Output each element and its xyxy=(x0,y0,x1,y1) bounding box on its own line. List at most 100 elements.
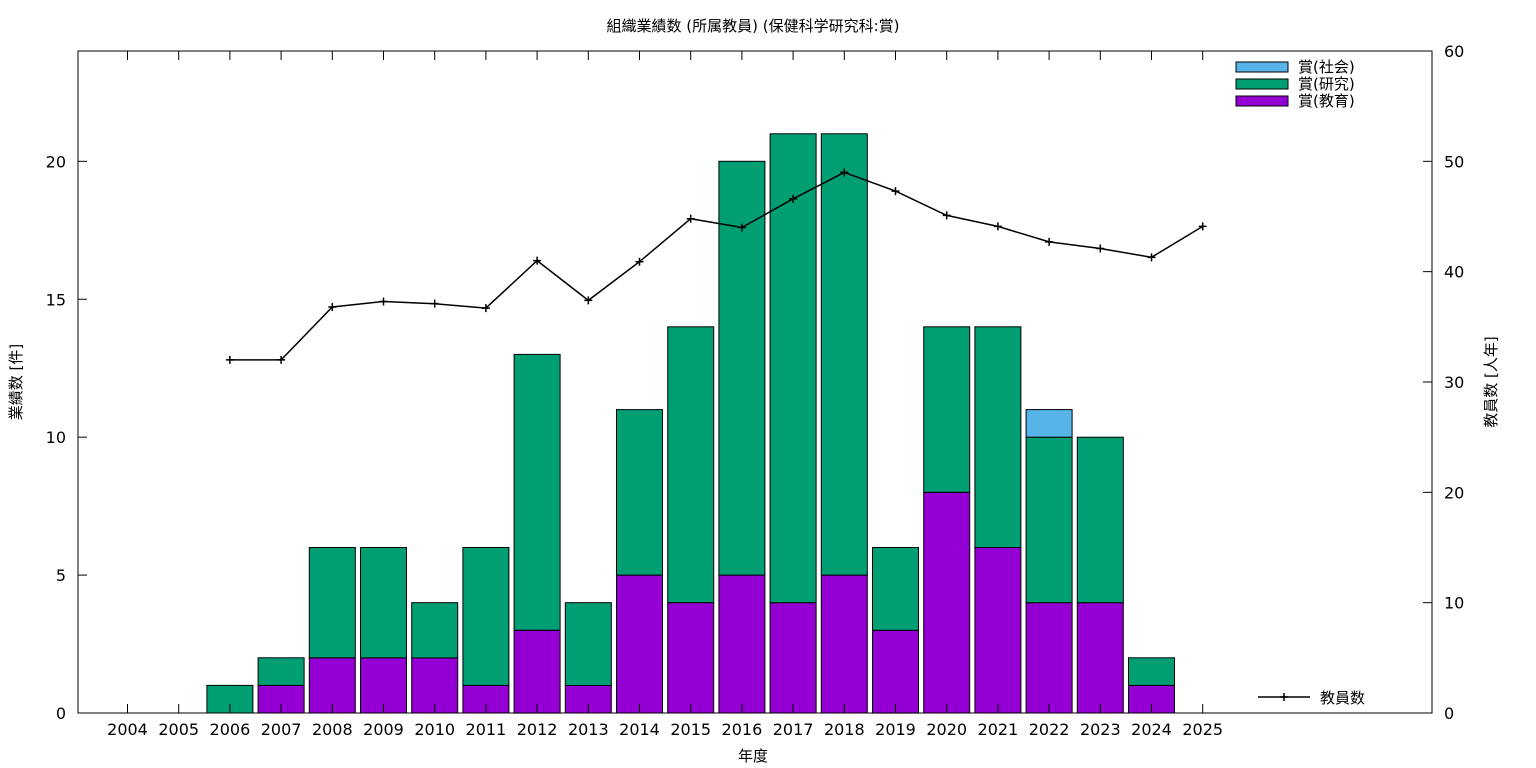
y-tick-label: 10 xyxy=(46,428,66,447)
legend-line-marker xyxy=(1280,693,1288,701)
x-tick-label-2013: 2013 xyxy=(568,720,609,739)
bar-2008-series-0 xyxy=(308,657,356,714)
teacher-count-point-2008 xyxy=(328,302,337,311)
bar-2022-series-2 xyxy=(1025,409,1073,438)
x-tick-label-2024: 2024 xyxy=(1131,720,1172,739)
bar-2009-series-1 xyxy=(360,547,407,659)
x-tick-label-2015: 2015 xyxy=(670,720,711,739)
x-tick-label-2014: 2014 xyxy=(619,720,660,739)
legend-swatch-1 xyxy=(1235,78,1289,90)
y-tick-label: 20 xyxy=(46,152,66,171)
bar-2019-series-0 xyxy=(872,629,919,714)
legend-label-1: 賞(研究) xyxy=(1298,75,1355,93)
bar-2012-series-0 xyxy=(513,629,561,714)
bar-2010-series-0 xyxy=(411,657,459,714)
teacher-count-point-2016 xyxy=(737,223,746,232)
bar-2021-series-0 xyxy=(974,547,1022,714)
teacher-count-point-2006 xyxy=(225,355,234,364)
y2-tick-label: 30 xyxy=(1444,373,1464,392)
teacher-count-point-2022 xyxy=(1045,237,1054,246)
chart-title: 組織業績数 (所属教員) (保健科学研究科:賞) xyxy=(607,17,900,35)
bar-2023-series-1 xyxy=(1076,436,1124,604)
x-tick-label-2021: 2021 xyxy=(978,720,1019,739)
x-tick-label-2009: 2009 xyxy=(363,720,404,739)
bar-2020-series-0 xyxy=(923,491,971,714)
x-tick-label-2022: 2022 xyxy=(1029,720,1070,739)
x-tick-label-2010: 2010 xyxy=(414,720,455,739)
bar-2010-series-1 xyxy=(411,602,459,659)
x-tick-label-2004: 2004 xyxy=(107,720,148,739)
teacher-count-point-2009 xyxy=(379,297,388,306)
x-tick-label-2012: 2012 xyxy=(517,720,558,739)
bar-2022-series-0 xyxy=(1025,602,1073,714)
x-tick-label-2017: 2017 xyxy=(773,720,814,739)
bar-2012-series-1 xyxy=(513,353,561,631)
legend: 賞(社会)賞(研究)賞(教育) 教員数 xyxy=(1235,58,1365,707)
x-tick-label-2007: 2007 xyxy=(261,720,302,739)
bar-2011-series-1 xyxy=(462,547,510,686)
teacher-count-point-2020 xyxy=(942,211,951,220)
bar-2015-series-0 xyxy=(667,602,715,714)
x-tick-label-2006: 2006 xyxy=(210,720,251,739)
legend-swatch-0 xyxy=(1235,61,1289,73)
bar-2009-series-0 xyxy=(360,657,407,714)
bar-2015-series-1 xyxy=(667,326,715,604)
bar-2022-series-1 xyxy=(1025,436,1073,604)
x-tick-label-2025: 2025 xyxy=(1182,720,1223,739)
bar-2018-series-0 xyxy=(820,574,868,714)
teacher-count-line xyxy=(229,171,1204,361)
teacher-count-point-2019 xyxy=(891,187,900,196)
teacher-count-point-2017 xyxy=(789,194,798,203)
x-tick-label-2011: 2011 xyxy=(466,720,507,739)
teacher-count-point-2007 xyxy=(277,355,286,364)
x-tick-label-2019: 2019 xyxy=(875,720,916,739)
bars-layer xyxy=(206,133,1175,714)
bar-2020-series-1 xyxy=(923,326,971,493)
x-tick-label-2008: 2008 xyxy=(312,720,353,739)
bar-2019-series-1 xyxy=(872,547,919,631)
bar-2007-series-1 xyxy=(257,657,305,686)
bar-2018-series-1 xyxy=(820,133,868,576)
y-tick-label: 0 xyxy=(56,704,66,723)
teacher-count-point-2018 xyxy=(840,168,849,177)
y-tick-label: 15 xyxy=(46,290,66,309)
teacher-count-point-2013 xyxy=(584,296,593,305)
bar-2014-series-0 xyxy=(616,574,663,714)
teacher-count-point-2024 xyxy=(1147,253,1156,262)
x-tick-label-2005: 2005 xyxy=(158,720,199,739)
bar-2017-series-0 xyxy=(769,602,817,714)
y2-axis-title: 教員数 [人年] xyxy=(1482,336,1500,427)
teacher-count-point-2014 xyxy=(635,257,644,266)
legend-label-0: 賞(社会) xyxy=(1298,58,1355,76)
bar-2017-series-1 xyxy=(769,133,817,604)
y2-tick-label: 40 xyxy=(1444,263,1464,282)
y2-tick-label: 20 xyxy=(1444,483,1464,502)
bar-2023-series-0 xyxy=(1076,602,1124,714)
teacher-count-point-2025 xyxy=(1198,222,1207,231)
teacher-count-point-2015 xyxy=(686,214,695,223)
teacher-count-point-2010 xyxy=(430,299,439,308)
teacher-count-point-2021 xyxy=(993,222,1002,231)
bar-2013-series-1 xyxy=(564,602,612,687)
bar-2014-series-1 xyxy=(616,409,663,576)
teacher-count-point-2012 xyxy=(533,256,542,265)
y2-tick-label: 0 xyxy=(1444,704,1454,723)
y2-tick-label: 10 xyxy=(1444,594,1464,613)
bar-2008-series-1 xyxy=(308,547,356,659)
teacher-count-line-layer xyxy=(225,168,1207,364)
y2-tick-label: 60 xyxy=(1444,42,1464,61)
legend-label-2: 賞(教育) xyxy=(1298,92,1355,110)
y2-tick-label: 50 xyxy=(1444,152,1464,171)
bar-2021-series-1 xyxy=(974,326,1022,548)
teacher-count-point-2023 xyxy=(1096,244,1105,253)
y-tick-label: 5 xyxy=(56,566,66,585)
bar-2016-series-1 xyxy=(718,160,766,576)
x-tick-label-2023: 2023 xyxy=(1080,720,1121,739)
x-tick-label-2018: 2018 xyxy=(824,720,865,739)
x-tick-label-2020: 2020 xyxy=(926,720,967,739)
y-axis-title: 業績数 [件] xyxy=(7,344,25,420)
axes-layer: 0 5 10 15 20 0 10 20 30 40 50 60 2004 2005 2006 2007 200… xyxy=(46,42,1465,739)
bar-2016-series-0 xyxy=(718,574,766,714)
legend-line-label: 教員数 xyxy=(1320,689,1365,707)
